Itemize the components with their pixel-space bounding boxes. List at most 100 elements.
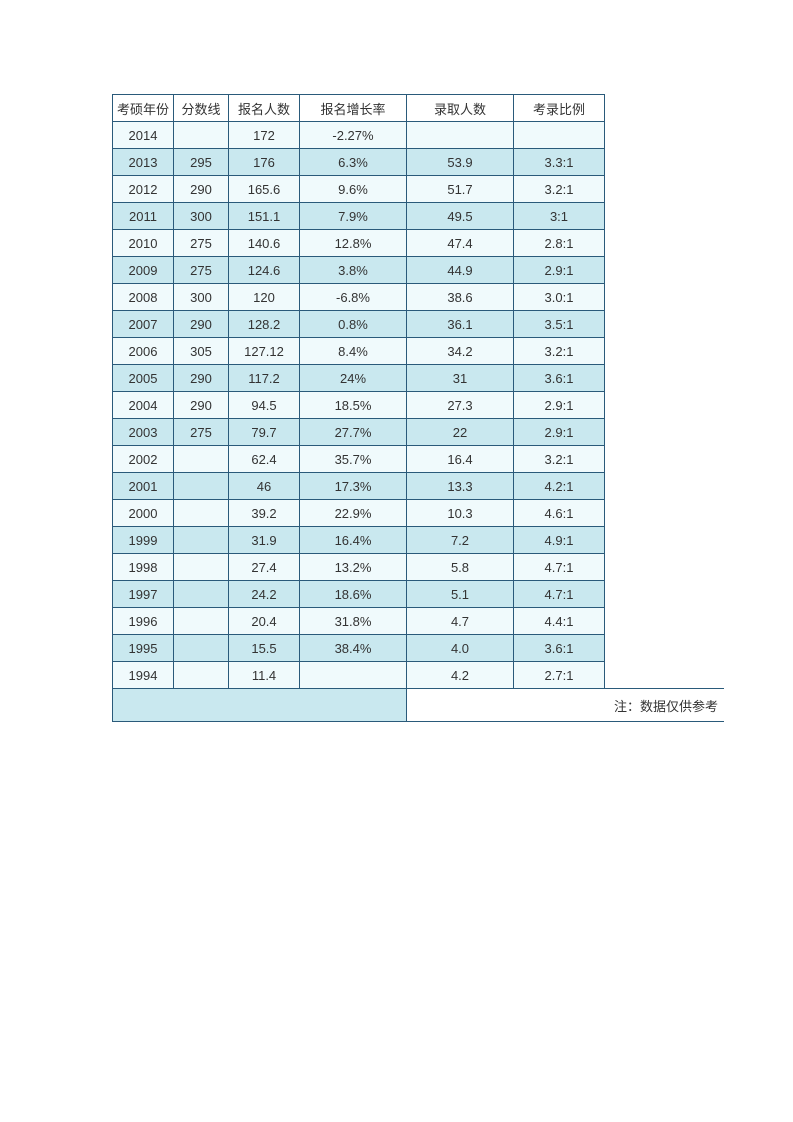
cell-pad — [605, 608, 725, 635]
table-row: 2005290117.224%313.6:1 — [113, 365, 725, 392]
cell: 18.5% — [300, 392, 407, 419]
cell: 27.4 — [229, 554, 300, 581]
cell-pad — [605, 284, 725, 311]
cell: 38.4% — [300, 635, 407, 662]
cell-pad — [605, 338, 725, 365]
cell: 5.1 — [407, 581, 514, 608]
cell-pad — [605, 635, 725, 662]
table-row: 200039.222.9%10.34.6:1 — [113, 500, 725, 527]
cell: 3.3:1 — [514, 149, 605, 176]
cell: 44.9 — [407, 257, 514, 284]
cell-pad — [605, 554, 725, 581]
cell-pad — [605, 230, 725, 257]
cell: 4.9:1 — [514, 527, 605, 554]
cell: 2014 — [113, 122, 174, 149]
cell: 4.2 — [407, 662, 514, 689]
table-row: 2012290165.69.6%51.73.2:1 — [113, 176, 725, 203]
cell: 7.2 — [407, 527, 514, 554]
cell: 2010 — [113, 230, 174, 257]
footer-note: 注：数据仅供参考 — [407, 689, 725, 722]
cell: 2003 — [113, 419, 174, 446]
cell — [514, 122, 605, 149]
table-row: 2006305127.128.4%34.23.2:1 — [113, 338, 725, 365]
cell: 18.6% — [300, 581, 407, 608]
cell: 2.8:1 — [514, 230, 605, 257]
col-header-score: 分数线 — [174, 95, 229, 122]
cell: 176 — [229, 149, 300, 176]
cell-pad — [605, 473, 725, 500]
cell: 79.7 — [229, 419, 300, 446]
table-row: 2007290128.20.8%36.13.5:1 — [113, 311, 725, 338]
cell: 2.9:1 — [514, 392, 605, 419]
cell: 36.1 — [407, 311, 514, 338]
table-body: 2014172-2.27%20132951766.3%53.93.3:12012… — [113, 122, 725, 689]
cell — [174, 446, 229, 473]
cell: 151.1 — [229, 203, 300, 230]
cell: 165.6 — [229, 176, 300, 203]
cell: 3.6:1 — [514, 635, 605, 662]
cell — [407, 122, 514, 149]
cell-pad — [605, 581, 725, 608]
cell: 305 — [174, 338, 229, 365]
cell: 31.8% — [300, 608, 407, 635]
table-row: 199620.431.8%4.74.4:1 — [113, 608, 725, 635]
cell: 9.6% — [300, 176, 407, 203]
cell: 3.0:1 — [514, 284, 605, 311]
cell: -6.8% — [300, 284, 407, 311]
cell: 94.5 — [229, 392, 300, 419]
cell-pad — [605, 122, 725, 149]
table-row: 199515.538.4%4.03.6:1 — [113, 635, 725, 662]
col-header-pad — [605, 95, 725, 122]
cell: 1994 — [113, 662, 174, 689]
col-header-growth: 报名增长率 — [300, 95, 407, 122]
cell: 46 — [229, 473, 300, 500]
table-row: 199411.44.22.7:1 — [113, 662, 725, 689]
cell: 4.7:1 — [514, 554, 605, 581]
cell-pad — [605, 419, 725, 446]
cell: 15.5 — [229, 635, 300, 662]
cell: 17.3% — [300, 473, 407, 500]
col-header-ratio: 考录比例 — [514, 95, 605, 122]
cell: 5.8 — [407, 554, 514, 581]
cell: 3.2:1 — [514, 338, 605, 365]
table-row: 2014172-2.27% — [113, 122, 725, 149]
cell: 2.9:1 — [514, 419, 605, 446]
cell: 290 — [174, 392, 229, 419]
cell: 12.8% — [300, 230, 407, 257]
cell: 27.3 — [407, 392, 514, 419]
cell: 2001 — [113, 473, 174, 500]
cell: 120 — [229, 284, 300, 311]
cell-pad — [605, 149, 725, 176]
cell: 124.6 — [229, 257, 300, 284]
cell: 2011 — [113, 203, 174, 230]
cell: 1997 — [113, 581, 174, 608]
cell: 2006 — [113, 338, 174, 365]
cell — [174, 581, 229, 608]
cell: 2.9:1 — [514, 257, 605, 284]
cell: 53.9 — [407, 149, 514, 176]
cell: 4.7:1 — [514, 581, 605, 608]
cell: 300 — [174, 203, 229, 230]
cell: 2012 — [113, 176, 174, 203]
cell: 275 — [174, 230, 229, 257]
data-table: 考硕年份 分数线 报名人数 报名增长率 录取人数 考录比例 2014172-2.… — [112, 94, 724, 722]
cell-pad — [605, 311, 725, 338]
cell: 62.4 — [229, 446, 300, 473]
table-row: 2010275140.612.8%47.42.8:1 — [113, 230, 725, 257]
cell: 4.4:1 — [514, 608, 605, 635]
table-row: 200327579.727.7%222.9:1 — [113, 419, 725, 446]
cell-pad — [605, 446, 725, 473]
cell: -2.27% — [300, 122, 407, 149]
cell: 2000 — [113, 500, 174, 527]
cell: 4.0 — [407, 635, 514, 662]
col-header-year: 考硕年份 — [113, 95, 174, 122]
cell: 2008 — [113, 284, 174, 311]
cell: 47.4 — [407, 230, 514, 257]
cell: 51.7 — [407, 176, 514, 203]
cell: 3:1 — [514, 203, 605, 230]
cell: 22 — [407, 419, 514, 446]
cell: 49.5 — [407, 203, 514, 230]
cell: 4.7 — [407, 608, 514, 635]
cell: 1998 — [113, 554, 174, 581]
col-header-admit: 录取人数 — [407, 95, 514, 122]
